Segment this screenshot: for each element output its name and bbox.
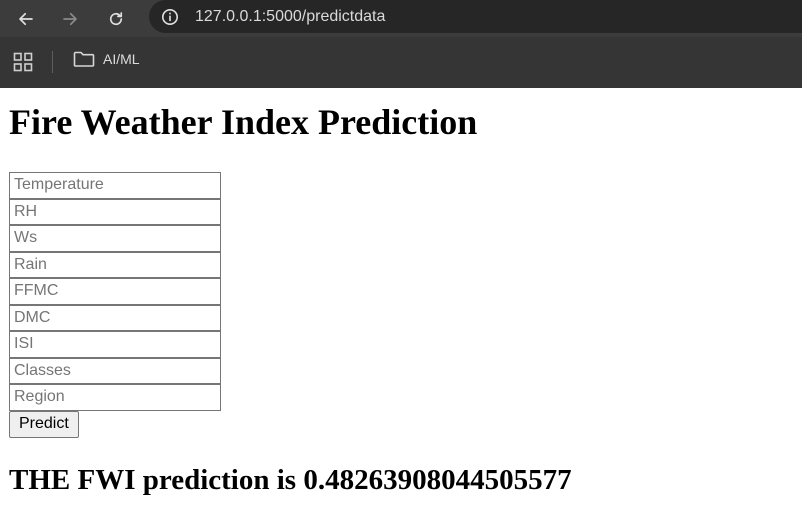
prediction-result: THE FWI prediction is 0.4826390804450557… (9, 463, 572, 496)
forward-arrow-icon (63, 12, 77, 26)
reload-button[interactable] (103, 6, 129, 32)
prediction-form: Predict (9, 172, 221, 438)
bookmarks-bar: AI/ML (0, 37, 802, 88)
apps-grid-icon[interactable] (13, 52, 33, 72)
rain-input[interactable] (9, 251, 221, 278)
bookmark-label: AI/ML (103, 51, 140, 67)
ws-input[interactable] (9, 225, 221, 252)
predict-button[interactable]: Predict (9, 410, 79, 438)
bookmark-folder-aiml[interactable]: AI/ML (73, 50, 140, 68)
bookmarks-divider (52, 51, 53, 73)
folder-icon (73, 51, 95, 67)
back-arrow-icon (19, 12, 33, 26)
ffmc-input[interactable] (9, 278, 221, 305)
back-button[interactable] (13, 6, 39, 32)
page-content: Fire Weather Index Prediction Predict TH… (0, 102, 802, 496)
url-text[interactable]: 127.0.0.1:5000/predictdata (195, 7, 386, 25)
forward-button[interactable] (57, 6, 83, 32)
address-bar[interactable]: 127.0.0.1:5000/predictdata (149, 0, 802, 33)
reload-icon (109, 12, 123, 26)
rh-input[interactable] (9, 198, 221, 225)
dmc-input[interactable] (9, 304, 221, 331)
isi-input[interactable] (9, 331, 221, 358)
page-title: Fire Weather Index Prediction (9, 102, 478, 142)
browser-toolbar: 127.0.0.1:5000/predictdata (0, 0, 802, 37)
classes-input[interactable] (9, 357, 221, 384)
region-input[interactable] (9, 384, 221, 411)
site-info-icon[interactable] (161, 8, 179, 26)
temperature-input[interactable] (9, 172, 221, 199)
